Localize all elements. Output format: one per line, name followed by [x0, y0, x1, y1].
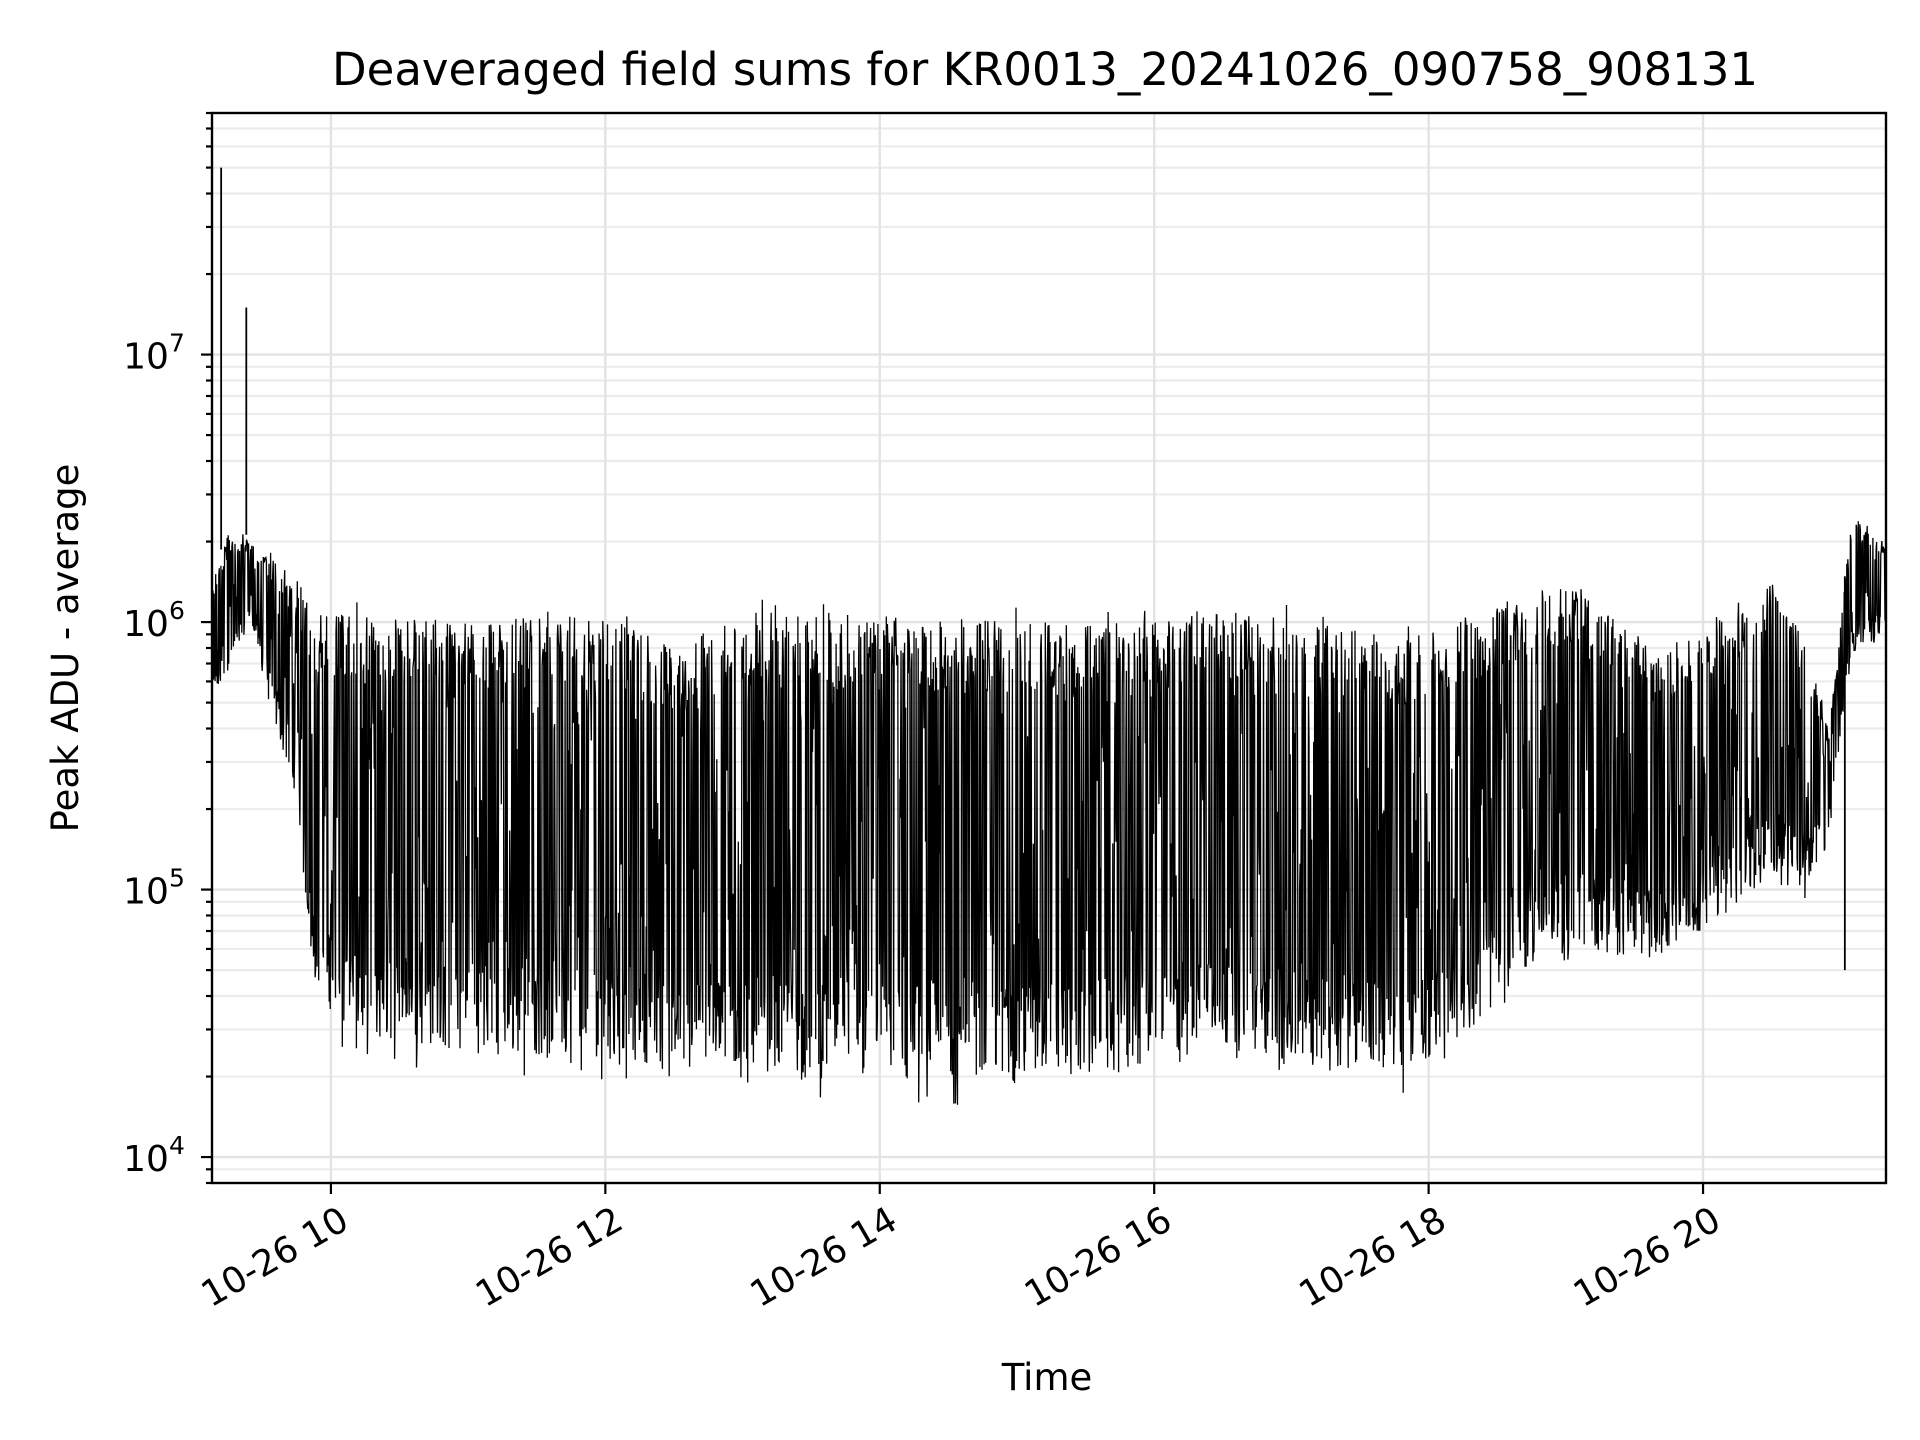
series-line	[211, 521, 1887, 1105]
y-tick-label: 105	[123, 864, 185, 913]
chart-title: Deaveraged field sums for KR0013_2024102…	[332, 43, 1758, 96]
y-tick-label: 106	[123, 596, 185, 645]
y-tick-label: 104	[123, 1131, 185, 1180]
y-axis-label: Peak ADU - average	[44, 464, 87, 833]
x-axis-label: Time	[1001, 1356, 1093, 1399]
y-tick-label: 107	[123, 329, 185, 378]
data-series	[211, 167, 1887, 1105]
